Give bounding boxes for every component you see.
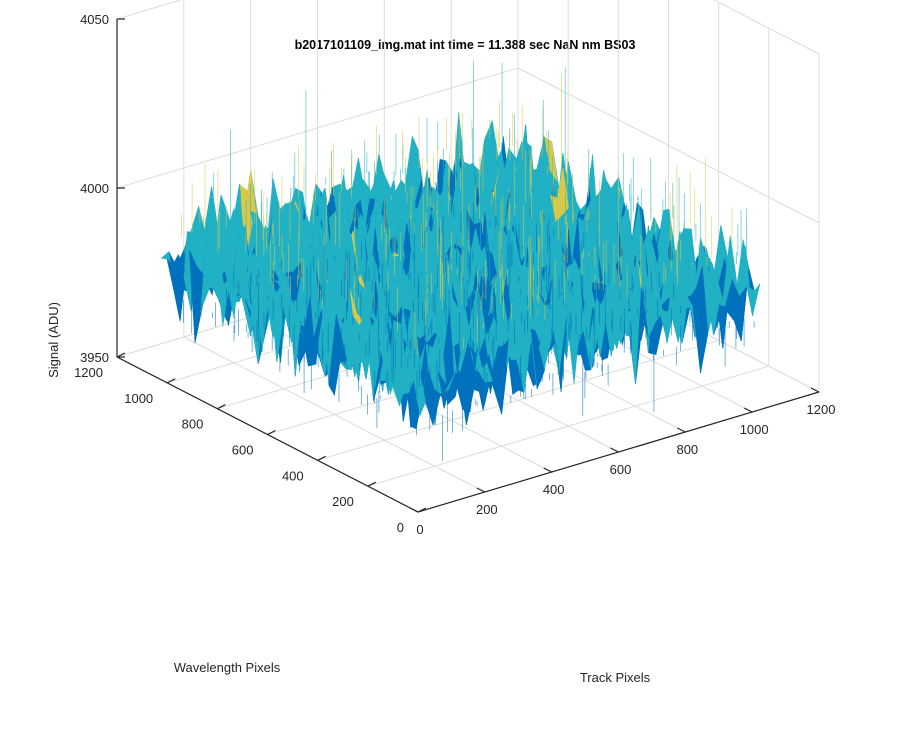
z-tick-label: 4050 bbox=[80, 12, 109, 27]
ticks-layer: 0 200 400 600 800 1000 1200 0 200 400 600 800 1000 12… bbox=[74, 12, 835, 537]
y-tick-label: 1000 bbox=[124, 391, 153, 406]
x-tick-mark bbox=[409, 507, 419, 513]
side-wall-gridline-z bbox=[713, 0, 820, 55]
x-tick-label: 200 bbox=[476, 502, 498, 517]
x-tick-label: 1200 bbox=[807, 402, 836, 417]
z-tick-label: 3950 bbox=[80, 350, 109, 365]
y-tick-mark bbox=[367, 481, 377, 487]
y-tick-label: 1200 bbox=[74, 365, 103, 380]
y-tick-label: 0 bbox=[397, 520, 404, 535]
y-tick-mark bbox=[217, 404, 226, 410]
side-wall-gridline-z bbox=[517, 67, 820, 224]
y-tick-mark bbox=[267, 429, 276, 436]
floor-gridline-y bbox=[317, 339, 719, 461]
y-tick-label: 200 bbox=[332, 494, 354, 509]
z-axis-label: Signal (ADU) bbox=[46, 302, 61, 378]
chart-title: b2017101109_img.mat int time = 11.388 se… bbox=[295, 38, 636, 52]
y-tick-mark bbox=[317, 455, 326, 461]
x-tick-label: 600 bbox=[610, 462, 632, 477]
x-tick-label: 0 bbox=[416, 522, 423, 537]
y-tick-label: 800 bbox=[182, 417, 204, 432]
x-tick-mark bbox=[743, 407, 753, 413]
x-tick-mark bbox=[543, 467, 552, 473]
x-tick-mark bbox=[810, 387, 820, 393]
z-tick-label: 4000 bbox=[80, 181, 109, 196]
x-tick-label: 400 bbox=[543, 482, 565, 497]
y-tick-mark bbox=[417, 507, 427, 513]
surface-patch bbox=[412, 364, 426, 417]
y-tick-mark bbox=[166, 378, 176, 384]
surface-layer bbox=[160, 60, 761, 461]
x-tick-mark bbox=[677, 427, 686, 433]
y-tick-label: 600 bbox=[232, 443, 254, 458]
x-tick-mark bbox=[610, 447, 619, 453]
x-axis-label: Track Pixels bbox=[580, 670, 651, 685]
floor-gridline-y bbox=[367, 365, 769, 487]
back-wall-gridline-z bbox=[116, 67, 519, 189]
x-tick-label: 1000 bbox=[740, 422, 769, 437]
x-tick-mark bbox=[476, 487, 486, 493]
x-tick-label: 800 bbox=[676, 442, 698, 457]
y-axis-label: Wavelength Pixels bbox=[174, 660, 281, 675]
y-tick-mark bbox=[116, 352, 126, 358]
y-tick-label: 400 bbox=[282, 468, 304, 483]
